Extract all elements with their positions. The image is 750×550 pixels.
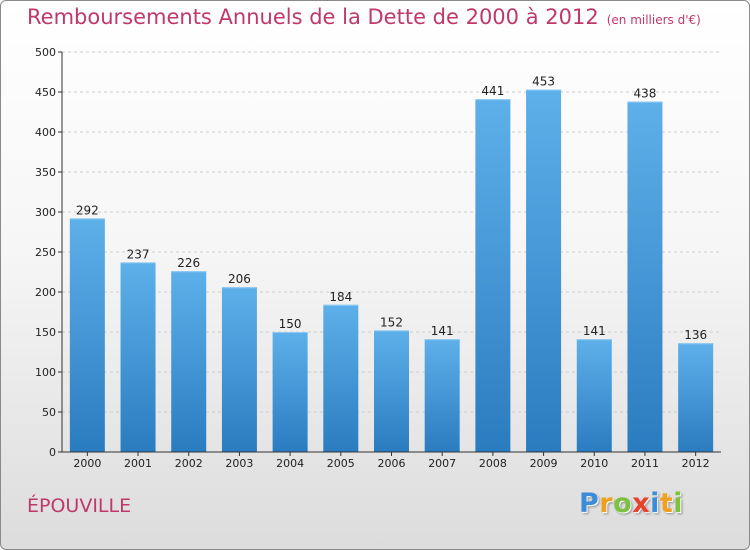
x-tick-label: 2004 (276, 457, 304, 470)
y-tick-label: 0 (49, 446, 56, 459)
bar-2012 (678, 343, 714, 452)
chart-unit: (en milliers d'€) (606, 13, 701, 27)
logo-letter: i (650, 488, 660, 519)
bar-2011 (627, 101, 663, 452)
bar-2010 (576, 339, 612, 452)
logo-letter: P (579, 488, 600, 519)
logo-letter: x (632, 488, 651, 519)
y-tick-label: 250 (35, 246, 56, 259)
bar-value-label: 226 (177, 256, 200, 270)
bar-2000 (69, 218, 105, 452)
bar-2007 (424, 339, 460, 452)
y-tick-label: 200 (35, 286, 56, 299)
bar-2002 (171, 271, 207, 452)
bar-value-label: 453 (532, 75, 555, 89)
chart-title-text: Remboursements Annuels de la Dette de 20… (27, 5, 599, 29)
x-tick-label: 2000 (73, 457, 101, 470)
bar-2006 (374, 330, 409, 452)
bar-2001 (120, 262, 156, 452)
x-tick-label: 2009 (530, 457, 558, 470)
x-tick-label: 2006 (378, 457, 406, 470)
bar-value-label: 136 (684, 328, 707, 342)
bar-2005 (323, 304, 359, 452)
bar-value-label: 438 (634, 87, 657, 101)
x-tick-label: 2008 (479, 457, 507, 470)
y-tick-label: 150 (35, 326, 56, 339)
x-tick-label: 2010 (580, 457, 608, 470)
bar-value-label: 152 (380, 315, 403, 329)
logo-letter: t (659, 488, 674, 519)
logo-letter: r (599, 488, 614, 519)
bar-2009 (526, 89, 562, 452)
bar-2003 (221, 287, 257, 452)
commune-name: ÉPOUVILLE (27, 495, 132, 517)
logo-letter: o (613, 488, 633, 519)
x-tick-label: 2001 (124, 457, 152, 470)
bar-value-label: 184 (329, 290, 352, 304)
chart-title: Remboursements Annuels de la Dette de 20… (27, 5, 701, 29)
bar-value-label: 141 (431, 324, 454, 338)
bar-2004 (272, 332, 308, 452)
bar-value-label: 150 (279, 317, 302, 331)
bar-value-label: 206 (228, 272, 251, 286)
axes: 0 50 100 150 200 250 300 350 400 450 500 2000 2001 20… (35, 46, 721, 470)
bars: 292 237 226 206 150 184 152 141 441 453 141 438 136 (69, 75, 714, 452)
x-tick-label: 2005 (327, 457, 355, 470)
bar-2008 (475, 99, 511, 452)
x-tick-label: 2012 (682, 457, 710, 470)
y-tick-label: 50 (42, 406, 56, 419)
bar-value-label: 237 (127, 247, 150, 261)
y-tick-label: 350 (35, 166, 56, 179)
y-tick-label: 100 (35, 366, 56, 379)
x-tick-label: 2003 (225, 457, 253, 470)
y-tick-label: 450 (35, 86, 56, 99)
bar-value-label: 292 (76, 203, 99, 217)
y-tick-label: 400 (35, 126, 56, 139)
bar-value-label: 441 (481, 84, 504, 98)
proxiti-logo: Proxiti (579, 488, 683, 519)
x-tick-label: 2002 (175, 457, 203, 470)
y-tick-label: 300 (35, 206, 56, 219)
bar-value-label: 141 (583, 324, 606, 338)
logo-letter: i (673, 488, 684, 519)
x-tick-label: 2007 (428, 457, 456, 470)
x-tick-label: 2011 (631, 457, 659, 470)
y-tick-label: 500 (35, 46, 56, 59)
